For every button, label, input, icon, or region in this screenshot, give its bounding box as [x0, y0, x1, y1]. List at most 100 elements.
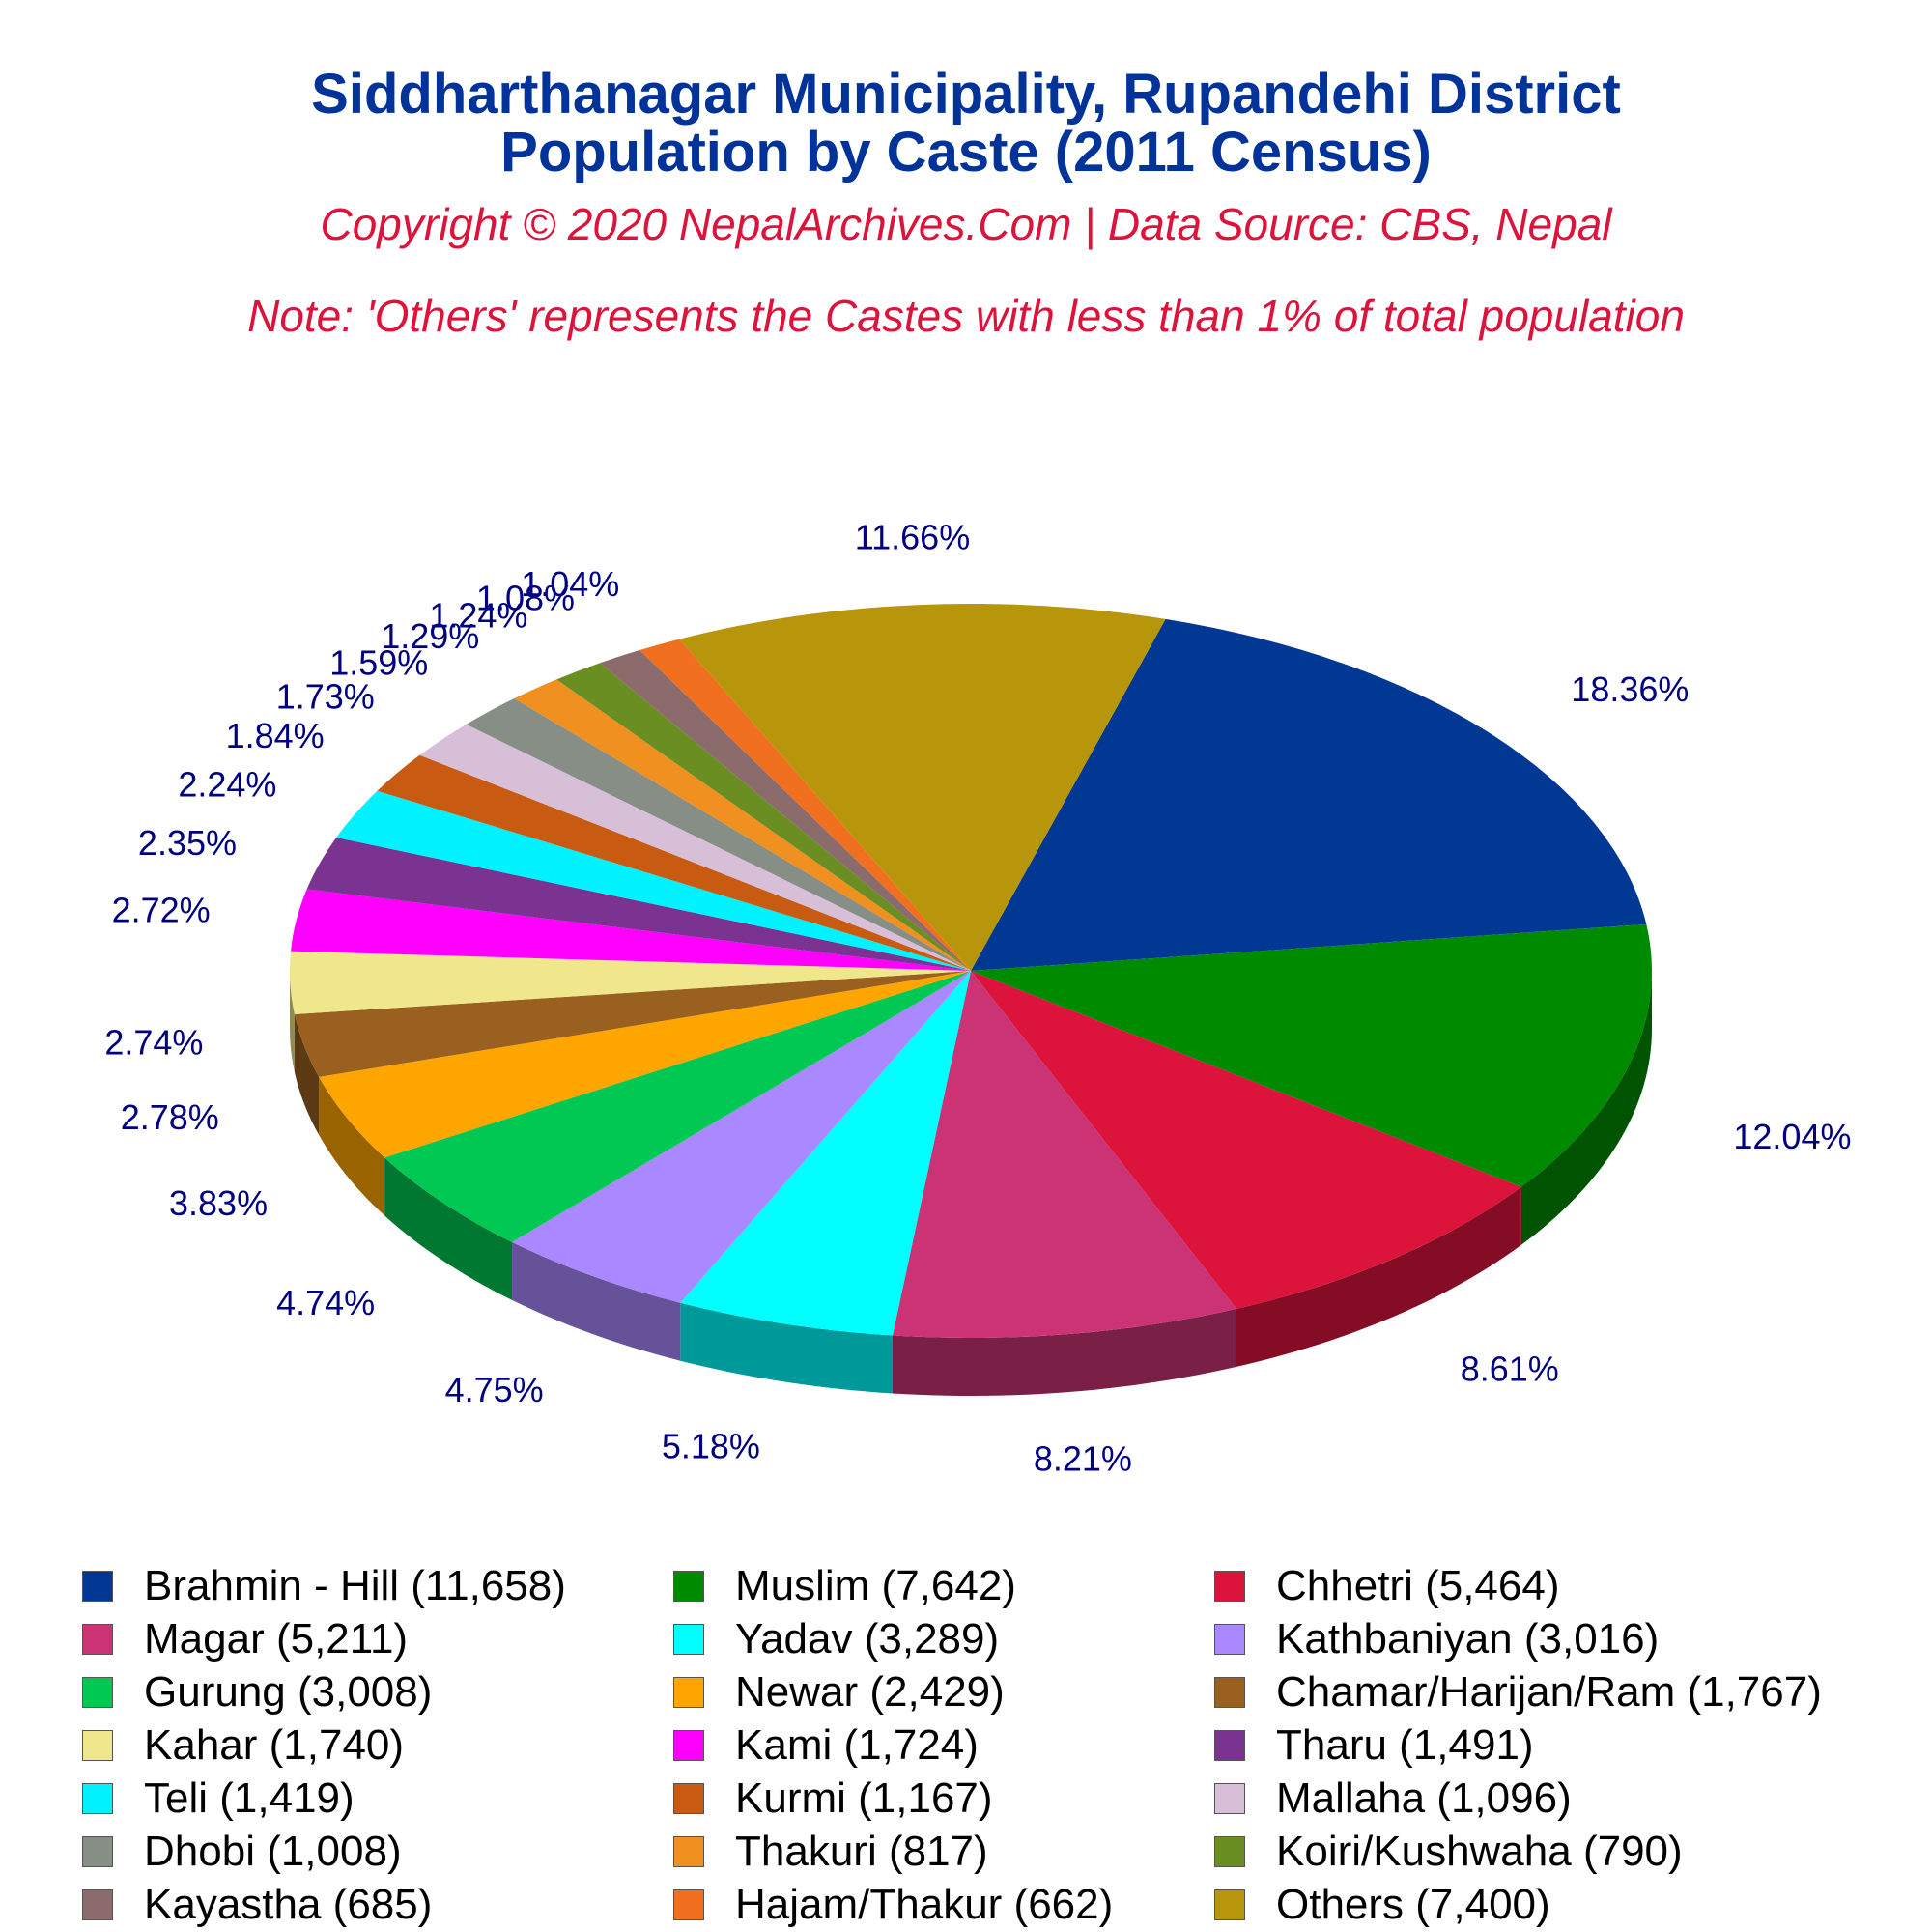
- legend-item-others: Others (7,400): [1214, 1880, 1890, 1928]
- legend-swatch: [1214, 1570, 1245, 1602]
- percent-label-mallaha: 1.73%: [276, 676, 375, 716]
- percent-labels: 18.36% 12.04% 8.61% 8.21% 5.18% 4.75% 4.74% 3.8…: [104, 517, 1851, 1478]
- legend-swatch: [82, 1570, 113, 1602]
- percent-label-others: 11.66%: [855, 517, 970, 556]
- percent-label-kathbaniyan: 4.75%: [445, 1370, 544, 1409]
- legend-label: Newar (2,429): [735, 1667, 1005, 1716]
- legend-label: Kayastha (685): [144, 1880, 433, 1928]
- legend-label: Kami (1,724): [735, 1720, 979, 1769]
- pie-side-muslim: [1520, 971, 1652, 1245]
- percent-label-kurmi: 1.84%: [226, 716, 325, 755]
- legend-item-mallaha: Mallaha (1,096): [1214, 1774, 1890, 1822]
- percent-label-chamar-harijan-ram: 2.78%: [121, 1097, 219, 1137]
- chart-title-line1: Siddharthanagar Municipality, Rupandehi …: [311, 63, 1621, 126]
- pie-side-chamar-harijan-ram: [294, 1013, 320, 1135]
- legend-item-kayastha: Kayastha (685): [82, 1880, 673, 1928]
- legend-swatch: [1214, 1889, 1245, 1920]
- legend-label: Brahmin - Hill (11,658): [144, 1561, 566, 1609]
- legend-swatch: [1214, 1835, 1245, 1867]
- legend-swatch: [1214, 1623, 1245, 1655]
- legend-swatch: [673, 1782, 704, 1814]
- legend-label: Koiri/Kushwaha (790): [1276, 1827, 1683, 1875]
- pie-slice-hajam-thakur: [639, 639, 971, 971]
- legend-item-teli: Teli (1,419): [82, 1775, 673, 1822]
- percent-label-yadav: 5.18%: [662, 1427, 760, 1466]
- pie-side-kathbaniyan: [512, 1241, 681, 1361]
- legend-item-chamar-harijan-ram: Chamar/Harijan/Ram (1,767): [1214, 1667, 1890, 1716]
- legend-swatch: [673, 1835, 704, 1867]
- percent-label-newar: 3.83%: [169, 1183, 268, 1223]
- legend-item-kurmi: Kurmi (1,167): [673, 1774, 1214, 1822]
- legend-item-dhobi: Dhobi (1,008): [82, 1827, 673, 1875]
- note-text: Note: 'Others' represents the Castes wit…: [247, 291, 1685, 341]
- pie-slice-kurmi: [377, 754, 971, 971]
- legend-swatch: [82, 1782, 113, 1814]
- pie-slice-mallaha: [419, 724, 971, 971]
- pie-slice-magar: [892, 971, 1236, 1338]
- legend-label: Chamar/Harijan/Ram (1,767): [1276, 1667, 1822, 1716]
- percent-label-kayastha: 1.08%: [476, 579, 575, 618]
- legend-item-magar: Magar (5,211): [82, 1614, 673, 1662]
- legend-item-kami: Kami (1,724): [673, 1720, 1214, 1769]
- pie-side-magar: [892, 1308, 1236, 1396]
- legend-label: Chhetri (5,464): [1276, 1561, 1560, 1609]
- legend-label: Tharu (1,491): [1276, 1720, 1534, 1769]
- pie-side-kahar: [290, 971, 295, 1072]
- legend-item-muslim: Muslim (7,642): [673, 1561, 1214, 1609]
- pie-slices: [289, 604, 1653, 1338]
- legend-label: Gurung (3,008): [144, 1667, 433, 1716]
- pie-slice-yadav: [680, 971, 971, 1336]
- legend-swatch: [673, 1623, 704, 1655]
- legend-swatch: [673, 1570, 704, 1602]
- chart-title-line2: Population by Caste (2011 Census): [500, 121, 1432, 184]
- pie-slice-kahar: [289, 951, 971, 1014]
- legend-label: Kathbaniyan (3,016): [1276, 1614, 1660, 1662]
- legend-swatch: [673, 1676, 704, 1708]
- legend-item-gurung: Gurung (3,008): [82, 1667, 673, 1716]
- pie-slice-chamar-harijan-ram: [294, 971, 971, 1077]
- percent-label-gurung: 4.74%: [276, 1283, 375, 1322]
- pie-side-chhetri: [1236, 1186, 1521, 1367]
- pie-slice-newar: [319, 971, 971, 1158]
- legend-item-hajam-thakur: Hajam/Thakur (662): [673, 1881, 1214, 1928]
- copyright-text: Copyright © 2020 NepalArchives.Com | Dat…: [320, 199, 1612, 249]
- legend-swatch: [1214, 1782, 1245, 1814]
- legend-label: Others (7,400): [1276, 1880, 1550, 1928]
- legend-swatch: [1214, 1729, 1245, 1761]
- pie-slice-chhetri: [971, 971, 1521, 1309]
- percent-label-muslim: 12.04%: [1733, 1117, 1851, 1156]
- legend-item-newar: Newar (2,429): [673, 1667, 1214, 1716]
- pie-slice-muslim: [971, 923, 1653, 1187]
- legend-label: Magar (5,211): [144, 1614, 409, 1662]
- pie-slice-others: [679, 604, 1166, 971]
- legend-swatch: [82, 1729, 113, 1761]
- pie-slice-brahmin-hill: [971, 618, 1647, 971]
- legend-item-koiri-kushwaha: Koiri/Kushwaha (790): [1214, 1827, 1890, 1875]
- percent-label-thakuri: 1.29%: [381, 616, 479, 656]
- legend-swatch: [673, 1729, 704, 1761]
- legend-label: Dhobi (1,008): [144, 1827, 402, 1875]
- legend-item-brahmin-hill: Brahmin - Hill (11,658): [82, 1561, 673, 1609]
- pie-slice-gurung: [384, 971, 971, 1242]
- pie-side-newar: [319, 1076, 385, 1216]
- pie-slice-kathbaniyan: [512, 971, 971, 1303]
- pie-side-gurung: [384, 1157, 513, 1300]
- legend-label: Kurmi (1,167): [735, 1774, 993, 1822]
- legend-item-thakuri: Thakuri (817): [673, 1828, 1214, 1875]
- legend-swatch: [82, 1623, 113, 1655]
- percent-label-hajam-thakur: 1.04%: [521, 564, 619, 604]
- percent-label-teli: 2.24%: [178, 765, 276, 805]
- legend-swatch: [82, 1676, 113, 1708]
- pie-slice-kayastha: [600, 649, 971, 971]
- pie-slice-kami: [291, 889, 971, 971]
- percent-label-kahar: 2.74%: [104, 1023, 203, 1063]
- legend-item-tharu: Tharu (1,491): [1214, 1720, 1890, 1769]
- legend-label: Mallaha (1,096): [1276, 1774, 1572, 1822]
- legend-item-chhetri: Chhetri (5,464): [1214, 1561, 1890, 1609]
- legend-label: Kahar (1,740): [144, 1720, 405, 1769]
- legend-swatch: [673, 1889, 704, 1920]
- percent-label-tharu: 2.35%: [138, 823, 237, 863]
- percent-label-chhetri: 8.61%: [1461, 1349, 1559, 1388]
- legend-swatch: [82, 1889, 113, 1920]
- legend-label: Muslim (7,642): [735, 1561, 1016, 1609]
